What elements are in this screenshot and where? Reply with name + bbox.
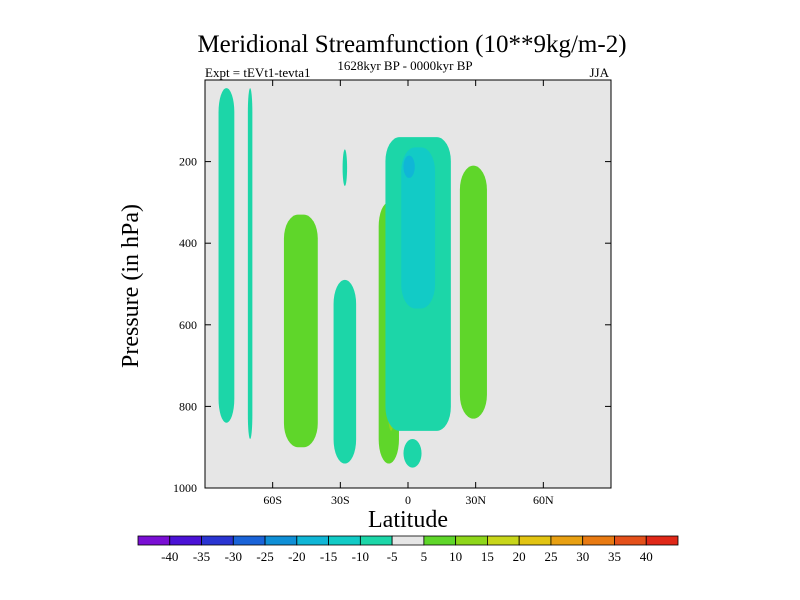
subtitle-left: Expt = tEVt1-tevta1 — [205, 65, 311, 80]
colorbar-box — [550, 535, 584, 546]
subtitle-right: JJA — [589, 65, 609, 80]
colorbar-box — [423, 535, 457, 546]
x-tick-label: 60S — [263, 493, 282, 507]
contour-pos-5-cell-48s — [283, 214, 318, 448]
colorbar-label: 35 — [608, 549, 621, 564]
colorbar-label: -20 — [288, 549, 305, 564]
x-axis: 60S 30S 0 30N 60N — [263, 80, 554, 507]
colorbar-box — [359, 535, 393, 546]
colorbar-label: -5 — [387, 549, 398, 564]
colorbar-box — [518, 535, 552, 546]
colorbar-box — [645, 535, 679, 546]
colorbar-label: -30 — [225, 549, 242, 564]
colorbar-box — [296, 535, 329, 546]
y-tick-label: 200 — [179, 155, 197, 169]
contour-pos-5-cell-30n — [459, 165, 487, 419]
x-axis-label: Latitude — [368, 507, 448, 533]
colorbar-box — [391, 535, 425, 546]
y-axis-label: Pressure (in hPa) — [118, 204, 144, 368]
y-tick-label: 800 — [179, 399, 197, 413]
colorbar-box — [328, 535, 361, 546]
colorbar-box — [487, 535, 520, 546]
contour-neg-5-band-72s — [247, 88, 253, 440]
x-tick-label: 60N — [533, 493, 554, 507]
colorbar-label: 10 — [449, 549, 462, 564]
colorbar-box — [582, 535, 615, 546]
x-tick-label: 30S — [331, 493, 350, 507]
contour-neg-5-strip-27s — [342, 149, 348, 187]
subtitle-center: 1628kyr BP - 0000kyr BP — [337, 58, 472, 73]
colorbar-label: -35 — [193, 549, 210, 564]
colorbar-box — [232, 535, 266, 546]
colorbar-box — [455, 535, 488, 546]
contour-regions — [218, 88, 487, 468]
contour-neg-10-core-5n — [401, 147, 436, 309]
y-tick-label: 600 — [179, 318, 197, 332]
y-axis: 200 400 600 800 1000 — [173, 155, 611, 495]
colorbar-label: -25 — [256, 549, 273, 564]
colorbar-label: -10 — [352, 549, 369, 564]
chart-title: Meridional Streamfunction (10**9kg/m-2) — [197, 31, 626, 58]
colorbar-box — [169, 535, 202, 546]
x-tick-label: 30N — [465, 493, 486, 507]
colorbar-label: 15 — [481, 549, 494, 564]
colorbar-label: -15 — [320, 549, 337, 564]
colorbar-label: 40 — [640, 549, 653, 564]
colorbar-label: 5 — [421, 549, 428, 564]
contour-neg-5-cell-2n-low — [403, 439, 422, 468]
contour-neg-15-core-2n — [403, 155, 415, 178]
colorbar: -40 -35 -30 -25 -20 -15 -10 -5 5 10 15 20 25 30 35 40 — [137, 535, 679, 564]
contour-neg-5-cell-28s — [333, 279, 357, 464]
colorbar-box — [614, 535, 647, 546]
colorbar-box — [264, 535, 298, 546]
colorbar-box — [201, 535, 234, 546]
colorbar-label: 25 — [544, 549, 557, 564]
x-tick-label: 0 — [405, 493, 411, 507]
y-tick-label: 1000 — [173, 481, 197, 495]
colorbar-label: -40 — [161, 549, 178, 564]
y-tick-label: 400 — [179, 236, 197, 250]
colorbar-label: 30 — [576, 549, 589, 564]
colorbar-box — [137, 535, 171, 546]
contour-neg-5-band-80s — [218, 88, 235, 423]
colorbar-label: 20 — [513, 549, 526, 564]
